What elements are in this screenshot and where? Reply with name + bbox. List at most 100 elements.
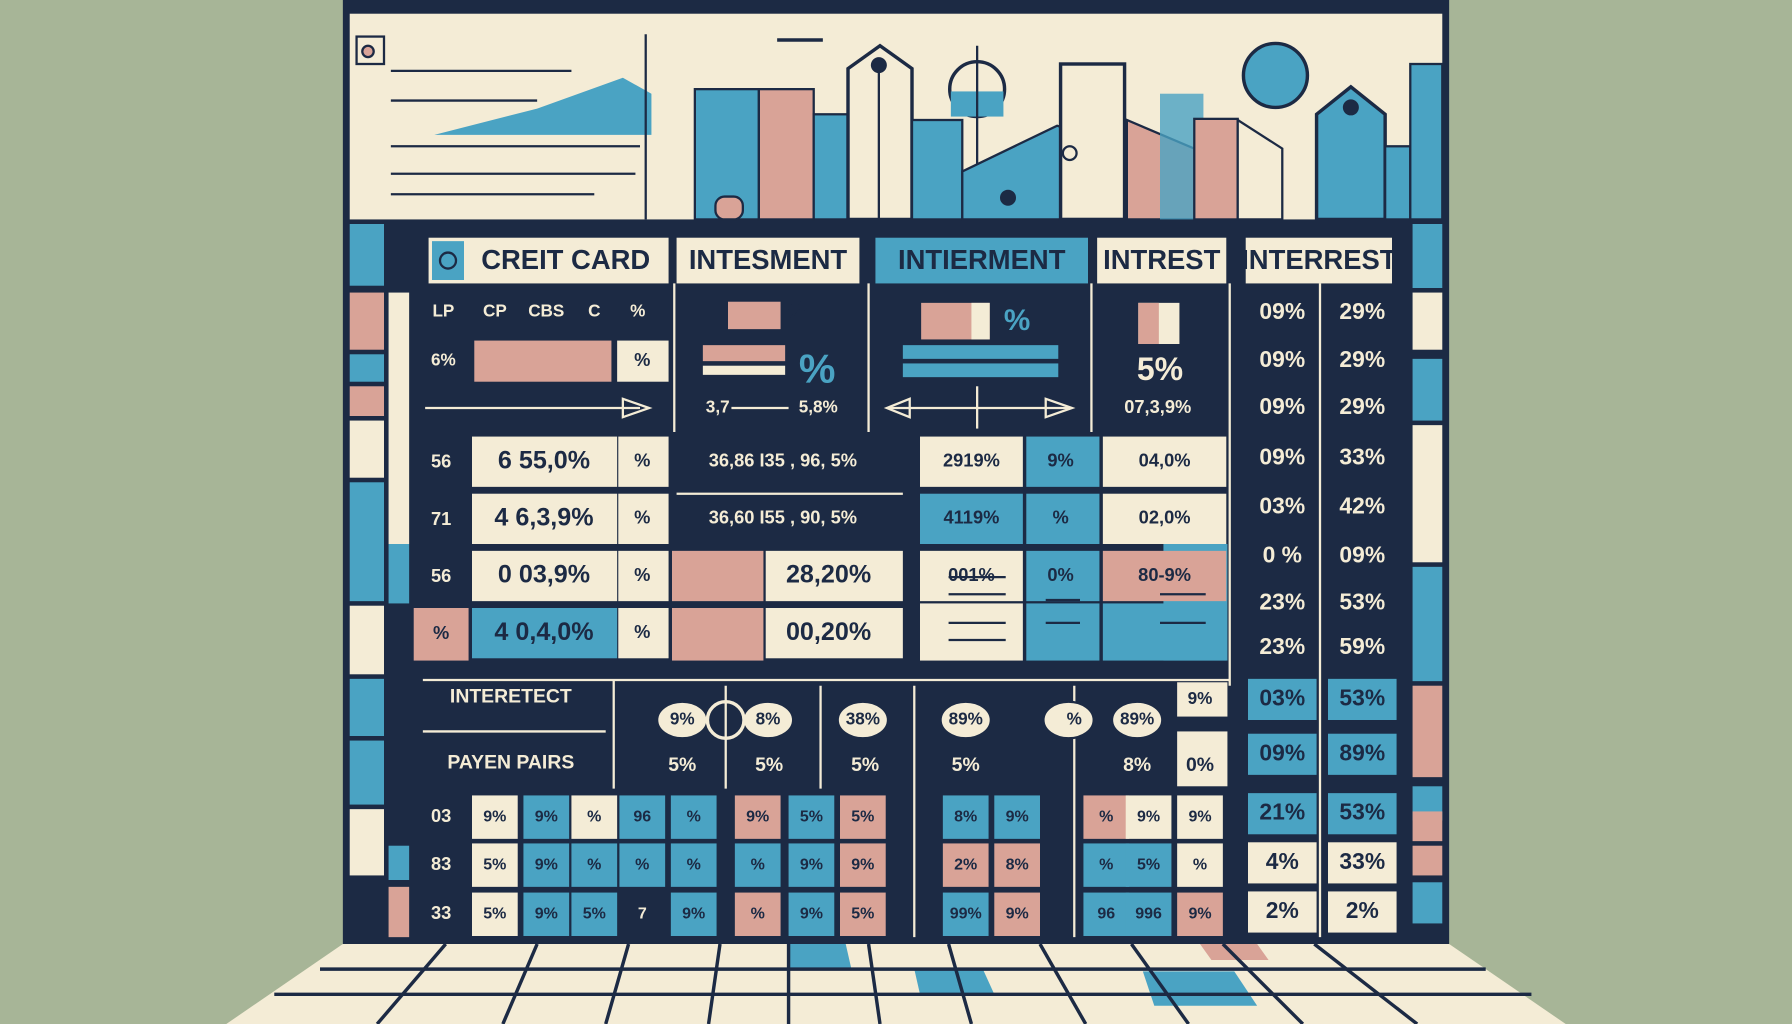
cell	[472, 436, 618, 487]
cell	[472, 795, 518, 839]
cell	[413, 608, 469, 661]
cell	[840, 892, 886, 936]
cell-text: 9%	[746, 808, 769, 825]
decoration	[1193, 117, 1239, 221]
rate-value: 89%	[1339, 739, 1385, 765]
cell	[1245, 237, 1392, 284]
cell	[670, 843, 717, 887]
rate-value: 0 %	[1263, 542, 1302, 568]
cell-text: 6%	[431, 350, 456, 370]
cell-text: 96	[633, 808, 651, 825]
cell-text: 0 03,9%	[498, 561, 590, 589]
sub-label: CBS	[528, 301, 564, 321]
cell-text: %	[687, 808, 701, 825]
cell	[1125, 892, 1172, 936]
cell-text: 6 55,0%	[498, 446, 590, 474]
cell-text: 9%	[535, 906, 558, 923]
skyline	[349, 13, 1444, 222]
ring	[705, 700, 746, 740]
row-label: %	[433, 622, 449, 643]
cell	[523, 892, 570, 936]
cell	[1328, 842, 1397, 884]
cell	[523, 795, 570, 839]
section-label: PAYEN PAIRS	[447, 752, 574, 774]
cell	[1248, 733, 1317, 775]
cell-text: 28,20%	[786, 561, 871, 589]
cell-text: 3,7	[706, 397, 730, 417]
decoration	[706, 943, 722, 1024]
cell	[1026, 550, 1100, 602]
rate-value: 09%	[1259, 739, 1305, 765]
decoration	[349, 678, 384, 736]
rate-value: 21%	[1259, 799, 1305, 825]
cell	[618, 493, 669, 544]
cell-text: 8%	[954, 808, 977, 825]
cell-text: 5%	[1137, 351, 1183, 387]
cell-text: %	[634, 621, 650, 642]
cell	[920, 603, 1023, 661]
cell-text: %	[634, 507, 650, 528]
cell	[1328, 891, 1397, 933]
cell-text: 5,8%	[799, 397, 838, 417]
sub-label: %	[630, 301, 645, 321]
decoration	[910, 118, 964, 221]
bubble-text: %	[1067, 709, 1082, 729]
cell	[472, 843, 518, 887]
row-label: 83	[431, 853, 451, 874]
cell-text: 8%	[1006, 856, 1029, 873]
row-label: 33	[431, 902, 451, 923]
cell-text: %	[587, 856, 601, 873]
cell	[942, 795, 989, 839]
cell	[618, 550, 669, 602]
cell	[1328, 678, 1397, 720]
cell	[618, 436, 669, 487]
cell-text: 5%	[851, 906, 874, 923]
decoration	[1412, 685, 1443, 778]
cell-text: 9%	[851, 856, 874, 873]
cell-text: 5%	[800, 808, 823, 825]
cell-text: %	[751, 906, 765, 923]
cell-text: 9%	[1188, 808, 1211, 825]
cell	[1138, 302, 1159, 344]
decoration	[1061, 145, 1078, 162]
cell-text: 2919%	[943, 450, 1000, 471]
cell-text: %	[1193, 856, 1207, 873]
cell-text: 96	[1097, 906, 1115, 923]
decoration	[1241, 41, 1310, 110]
decoration	[1409, 62, 1444, 221]
cell-text: 00,20%	[786, 618, 871, 646]
table-texts: CREIT CARD INTESMENT INTIERMENT INTREST INTE…	[431, 244, 1397, 923]
cell	[1177, 731, 1228, 787]
cell	[571, 795, 618, 839]
cell	[1083, 843, 1130, 887]
decoration	[388, 544, 410, 604]
bubble	[1110, 700, 1164, 740]
cell	[472, 608, 618, 659]
cell-text: %	[1099, 856, 1113, 873]
cell	[472, 892, 518, 936]
cell	[523, 843, 570, 887]
cell	[1102, 603, 1227, 661]
cell	[571, 843, 618, 887]
column-header: INTREST	[1103, 244, 1220, 275]
decoration	[1200, 944, 1269, 960]
cell	[1125, 843, 1172, 887]
cell	[1026, 603, 1100, 661]
rate-value: 09%	[1259, 298, 1305, 324]
cell-text: 4 0,4,0%	[494, 618, 593, 646]
cell-text: %	[784, 294, 808, 325]
rate-value: 33%	[1339, 848, 1385, 874]
cell	[942, 892, 989, 936]
cell	[1102, 493, 1227, 544]
cell	[994, 843, 1040, 887]
decoration	[788, 944, 852, 970]
decoration	[349, 420, 384, 478]
column-header: CREIT CARD	[481, 244, 650, 275]
rate-value: 4%	[1266, 848, 1299, 874]
rate-value: 29%	[1339, 298, 1385, 324]
cell-text: %	[799, 345, 836, 391]
decoration	[757, 88, 815, 221]
rate-value: 53%	[1339, 684, 1385, 710]
floor	[226, 942, 1566, 1024]
